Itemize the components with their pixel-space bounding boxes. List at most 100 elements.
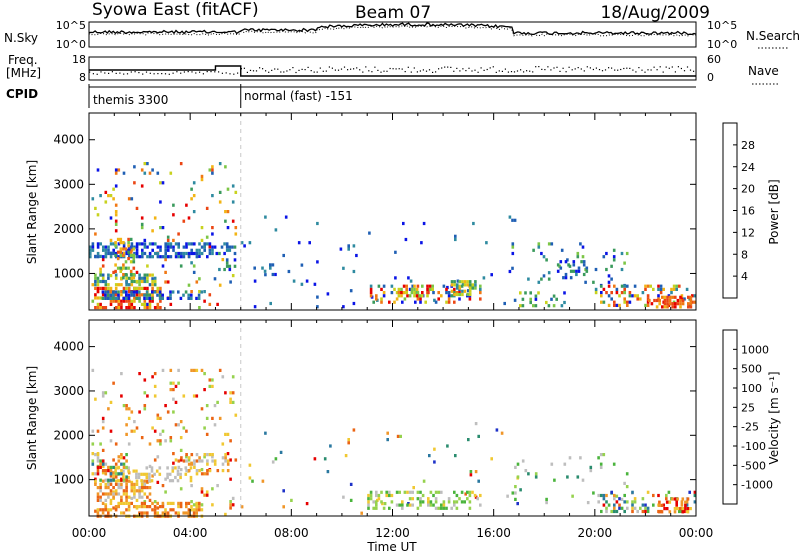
vel-cell (143, 482, 147, 486)
nave-point (614, 69, 616, 71)
power-cell (99, 270, 102, 274)
power-cell (151, 168, 154, 172)
vel-cell (231, 375, 235, 379)
vel-cell (229, 400, 232, 404)
power-colorbar-tick-label: 8 (741, 248, 748, 261)
power-cell (172, 213, 175, 217)
vel-cell (166, 475, 169, 480)
vel-cell (411, 490, 414, 494)
vel-cell (514, 491, 517, 495)
vel-cell (203, 372, 206, 376)
vel-y-tick-label: 3000 (53, 384, 84, 398)
power-cell (577, 269, 581, 273)
vel-cell (125, 478, 128, 482)
vel-cell (680, 500, 684, 504)
power-cell (132, 290, 136, 294)
vel-cell (150, 469, 154, 473)
vel-cell (120, 462, 123, 466)
vel-cell (112, 474, 115, 478)
vel-cell (125, 453, 128, 457)
power-cell (326, 292, 330, 296)
power-cell (101, 258, 105, 262)
power-cell (159, 248, 162, 252)
vel-cell (602, 503, 606, 507)
power-cell (564, 276, 568, 280)
power-cell (130, 306, 134, 310)
power-cell (116, 250, 120, 254)
vel-cell (117, 505, 120, 509)
time-axis-title: Time UT (366, 540, 417, 554)
power-cell (264, 215, 267, 219)
power-cell (689, 298, 693, 303)
vel-cell (602, 453, 606, 457)
nave-point (650, 69, 652, 71)
vel-cell (224, 456, 227, 460)
vel-cell (148, 505, 152, 509)
power-cell (96, 276, 100, 280)
power-cell (106, 296, 110, 300)
power-cell (198, 277, 201, 281)
vel-cell (94, 479, 97, 483)
nave-point (595, 67, 597, 69)
power-colorbar-tick-label: 12 (741, 226, 755, 239)
vel-cell (385, 490, 388, 494)
vel-cell (185, 501, 188, 505)
vel-cell (195, 469, 199, 473)
power-cell (474, 283, 477, 287)
power-cell (153, 283, 157, 287)
vel-cell (221, 375, 225, 379)
power-cell (164, 258, 167, 262)
vel-cell (158, 466, 162, 470)
power-cell (610, 277, 613, 281)
vel-cell (120, 511, 123, 515)
nave-point (586, 66, 588, 68)
time-tick-label: 00:00 (72, 526, 107, 540)
power-cell (657, 284, 660, 288)
power-cell (164, 245, 167, 249)
power-cell (146, 286, 149, 290)
vel-cell (592, 491, 595, 495)
power-cell (569, 276, 573, 280)
vel-cell (658, 500, 661, 504)
power-cell (674, 295, 677, 299)
power-cell (558, 264, 561, 268)
power-cell (620, 251, 624, 256)
power-cell (167, 248, 170, 252)
power-cell (101, 306, 105, 310)
vel-cell (94, 482, 97, 486)
power-cell (156, 293, 159, 297)
power-y-tick-label: 3000 (53, 177, 84, 191)
power-cell (482, 276, 486, 280)
power-cell (125, 290, 128, 294)
power-cell (577, 266, 581, 270)
power-cell (101, 279, 105, 284)
nave-point (195, 72, 197, 74)
time-tick-label: 04:00 (173, 526, 208, 540)
vel-cell (625, 472, 629, 476)
vel-cell (153, 384, 157, 388)
power-cell (94, 306, 97, 310)
vel-cell (122, 501, 126, 505)
vel-cell (200, 490, 204, 494)
vel-cell (146, 479, 149, 483)
vel-cell (205, 416, 209, 420)
power-cell (198, 242, 201, 246)
nave-point (532, 71, 534, 73)
nave-point (277, 68, 279, 70)
vel-cell (571, 494, 574, 498)
power-cell (445, 287, 448, 291)
nave-point (441, 67, 443, 69)
vel-cell (172, 381, 175, 385)
nave-point (656, 69, 658, 71)
power-cell (602, 255, 606, 259)
power-cell (240, 241, 244, 245)
vel-cell (454, 454, 457, 458)
power-cell (428, 287, 432, 291)
power-cell (521, 297, 525, 301)
nave-point (659, 66, 661, 68)
power-cell (519, 291, 522, 295)
power-cell (133, 306, 136, 310)
vel-cell (168, 479, 172, 483)
vel-cell (429, 490, 433, 494)
power-cell (145, 290, 149, 294)
